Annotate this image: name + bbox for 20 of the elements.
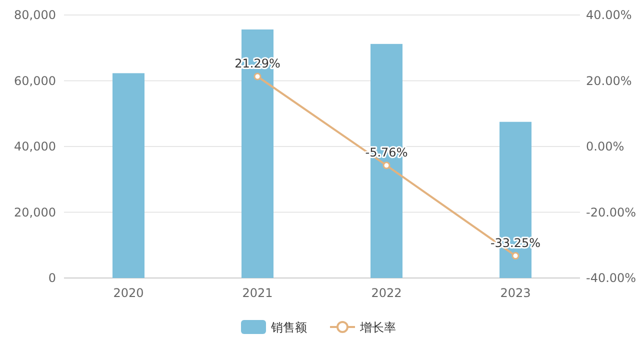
y-tick-label: 60,000 [14,74,56,88]
y2-tick-label: 0.00% [586,140,624,154]
legend-label: 增长率 [359,320,396,334]
y-tick-label: 20,000 [14,205,56,220]
y-tick-label: 80,000 [14,8,56,22]
x-tick-label: 2021 [242,286,273,300]
y2-tick-label: 20.00% [586,74,632,88]
point [382,162,390,170]
y-tick-label: 0 [48,271,56,285]
y-tick-label: 40,000 [14,140,56,154]
y2-tick-label: -20.00% [586,205,636,220]
x-tick-label: 2023 [500,286,531,300]
point [254,72,262,80]
y2-tick-label: 40.00% [586,8,632,22]
bar [112,73,144,278]
y2-tick-label: -40.00% [586,271,636,285]
x-tick-label: 2020 [113,286,144,300]
x-tick-label: 2022 [371,286,402,300]
point [512,252,520,260]
legend-label: 销售额 [270,320,307,334]
